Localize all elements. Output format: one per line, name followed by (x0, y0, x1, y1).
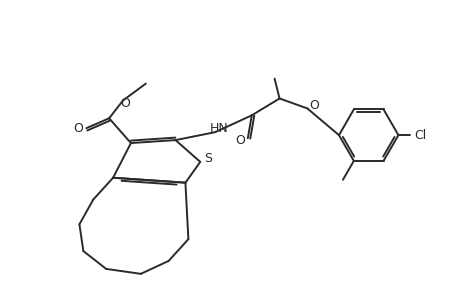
Text: O: O (73, 122, 83, 135)
Text: O: O (308, 99, 319, 112)
Text: O: O (235, 134, 244, 147)
Text: HN: HN (209, 122, 228, 135)
Text: Cl: Cl (413, 129, 425, 142)
Text: O: O (120, 97, 129, 110)
Text: S: S (204, 152, 212, 165)
